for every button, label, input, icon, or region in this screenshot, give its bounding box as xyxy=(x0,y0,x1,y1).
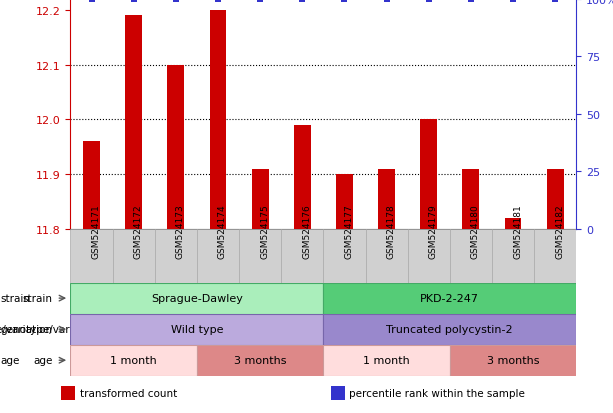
Text: strain: strain xyxy=(0,293,30,304)
Bar xyxy=(324,314,576,345)
Text: GSM524176: GSM524176 xyxy=(302,204,311,258)
Point xyxy=(86,0,96,3)
Bar xyxy=(324,283,576,314)
Text: GSM524182: GSM524182 xyxy=(555,204,564,258)
Bar xyxy=(113,229,154,283)
Point xyxy=(550,0,560,3)
Bar xyxy=(197,345,324,376)
Text: age: age xyxy=(34,355,53,366)
Point xyxy=(382,0,392,3)
Text: GSM524178: GSM524178 xyxy=(387,204,395,258)
Bar xyxy=(504,218,522,229)
Text: 1 month: 1 month xyxy=(110,355,157,366)
Bar xyxy=(167,66,185,229)
Bar xyxy=(421,120,437,229)
Bar xyxy=(492,229,534,283)
Bar xyxy=(83,142,100,229)
Bar xyxy=(331,386,345,400)
Text: GSM524171: GSM524171 xyxy=(91,204,101,258)
Bar xyxy=(408,229,450,283)
Bar xyxy=(154,229,197,283)
Text: percentile rank within the sample: percentile rank within the sample xyxy=(349,387,525,398)
Text: 1 month: 1 month xyxy=(363,355,410,366)
Bar xyxy=(252,169,268,229)
Bar xyxy=(324,229,365,283)
Bar xyxy=(450,229,492,283)
Text: Sprague-Dawley: Sprague-Dawley xyxy=(151,293,243,304)
Text: 3 months: 3 months xyxy=(487,355,539,366)
Bar xyxy=(239,229,281,283)
Text: GSM524172: GSM524172 xyxy=(134,204,143,258)
Text: Wild type: Wild type xyxy=(170,324,223,335)
Bar xyxy=(365,229,408,283)
Text: 3 months: 3 months xyxy=(234,355,286,366)
Bar xyxy=(534,229,576,283)
Bar xyxy=(336,175,353,229)
Bar xyxy=(70,229,113,283)
Bar xyxy=(324,345,450,376)
Bar xyxy=(197,229,239,283)
Text: Truncated polycystin-2: Truncated polycystin-2 xyxy=(386,324,513,335)
Bar xyxy=(70,283,324,314)
Bar xyxy=(378,169,395,229)
Bar xyxy=(281,229,324,283)
Bar xyxy=(70,314,324,345)
Bar xyxy=(294,126,311,229)
Text: GSM524175: GSM524175 xyxy=(260,204,269,258)
Text: GSM524179: GSM524179 xyxy=(428,204,438,258)
Bar xyxy=(547,169,563,229)
Point xyxy=(255,0,265,3)
Text: genotype/variation: genotype/variation xyxy=(0,324,99,335)
Text: GSM524180: GSM524180 xyxy=(471,204,480,258)
Text: GSM524174: GSM524174 xyxy=(218,204,227,258)
Text: genotype/variation: genotype/variation xyxy=(0,324,53,335)
Bar xyxy=(125,17,142,229)
Text: GSM524177: GSM524177 xyxy=(345,204,354,258)
Bar xyxy=(450,345,576,376)
Point xyxy=(424,0,433,3)
Text: GSM524173: GSM524173 xyxy=(176,204,185,258)
Text: PKD-2-247: PKD-2-247 xyxy=(421,293,479,304)
Point xyxy=(213,0,223,3)
Point xyxy=(129,0,139,3)
Bar xyxy=(210,11,226,229)
Point xyxy=(508,0,518,3)
Text: GSM524181: GSM524181 xyxy=(513,204,522,258)
Text: strain: strain xyxy=(23,293,53,304)
Point xyxy=(466,0,476,3)
Text: transformed count: transformed count xyxy=(80,387,177,398)
Bar xyxy=(70,345,197,376)
Point xyxy=(297,0,307,3)
Point xyxy=(171,0,181,3)
Point xyxy=(340,0,349,3)
Bar xyxy=(462,169,479,229)
Text: age: age xyxy=(0,355,20,366)
Bar xyxy=(61,386,75,400)
